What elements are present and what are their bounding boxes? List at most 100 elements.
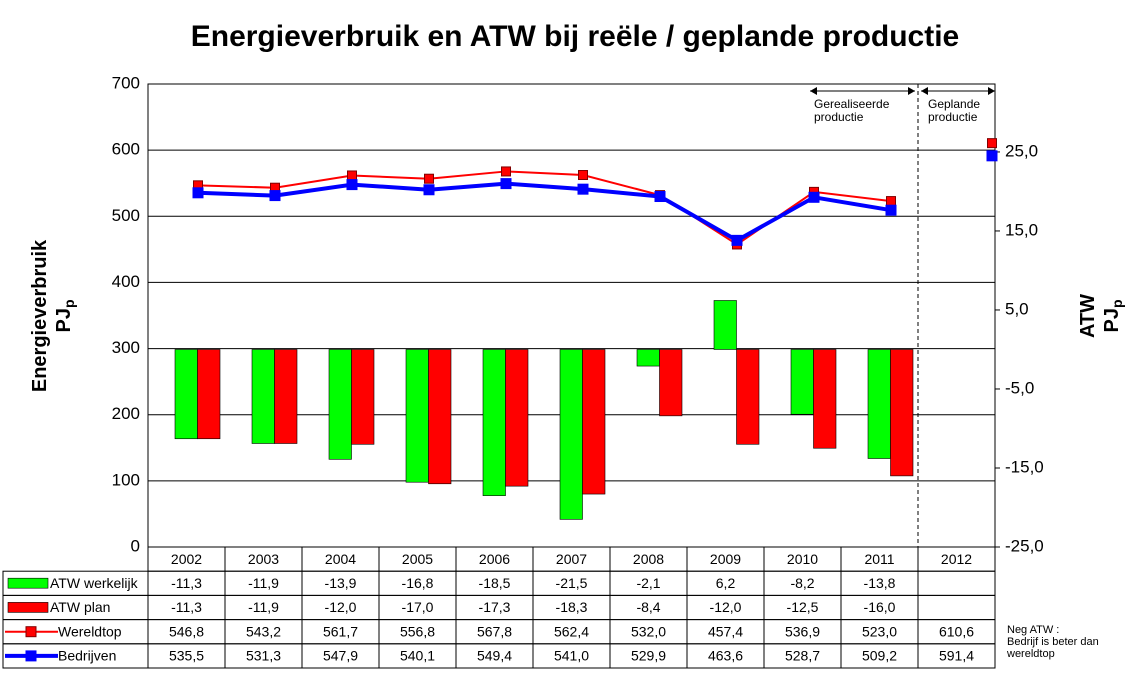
table-value: -11,3 xyxy=(171,599,202,615)
x-tick-label: 2008 xyxy=(633,551,664,567)
x-tick-label: 2003 xyxy=(248,551,279,567)
bar xyxy=(559,349,583,520)
marker xyxy=(269,190,281,202)
annotation-box: Gerealiseerde productie xyxy=(814,98,890,124)
bar xyxy=(736,349,760,445)
y2-tick-label: -25,0 xyxy=(1005,536,1044,555)
x-tick-label: 2011 xyxy=(864,551,894,567)
table-value: -21,5 xyxy=(556,575,588,591)
y-tick-label: 0 xyxy=(131,536,140,555)
table-value: 463,6 xyxy=(708,648,743,664)
axis-label-line: Energieverbruik xyxy=(29,239,51,392)
table-value: 567,8 xyxy=(477,623,512,639)
table-value: 536,9 xyxy=(785,623,820,639)
annotation-box: Geplande productie xyxy=(928,98,981,124)
legend-label: ATW plan xyxy=(50,599,110,615)
marker xyxy=(987,138,997,149)
table-value: -17,3 xyxy=(479,599,511,615)
y2-tick-label: -5,0 xyxy=(1005,378,1034,397)
legend-label: Bedrijven xyxy=(58,648,116,664)
table-value: 546,8 xyxy=(169,623,204,639)
table-value: 591,4 xyxy=(939,648,974,664)
table-value: -18,3 xyxy=(556,599,588,615)
table-value: 556,8 xyxy=(400,623,435,639)
table-value: -13,9 xyxy=(325,575,357,591)
x-tick-label: 2010 xyxy=(787,551,818,567)
legend-label: Wereldtop xyxy=(58,623,122,639)
y-tick-label: 700 xyxy=(112,73,140,92)
note: Neg ATW : xyxy=(1007,624,1059,636)
arrow-head xyxy=(810,87,817,95)
axis-label-unit: PJ xyxy=(1101,308,1123,332)
y2-tick-label: 5,0 xyxy=(1005,299,1029,318)
table-value: -11,3 xyxy=(171,575,202,591)
line xyxy=(197,170,892,246)
y-tick-label: 500 xyxy=(112,206,140,225)
marker xyxy=(192,187,204,199)
axis-label-sub: p xyxy=(1109,299,1125,308)
legend-swatch xyxy=(7,577,49,589)
bar xyxy=(582,349,606,495)
table-value: -2,1 xyxy=(636,575,660,591)
table-value: 543,2 xyxy=(246,623,281,639)
table-value: -12,0 xyxy=(325,599,357,615)
table-value: -16,0 xyxy=(864,599,896,615)
x-tick-label: 2005 xyxy=(402,551,433,567)
table-value: -11,9 xyxy=(248,599,279,615)
table-value: -11,9 xyxy=(248,575,279,591)
table-value: -16,8 xyxy=(402,575,434,591)
bar xyxy=(713,300,737,350)
bar xyxy=(890,349,914,477)
x-tick-label: 2012 xyxy=(941,551,972,567)
marker xyxy=(424,173,434,184)
bar xyxy=(405,349,429,483)
bar xyxy=(867,349,891,459)
marker xyxy=(500,178,512,190)
marker xyxy=(886,196,896,207)
table-value: 535,5 xyxy=(169,648,204,664)
bar xyxy=(251,349,275,444)
table-value: 531,3 xyxy=(246,648,281,664)
x-tick-label: 2007 xyxy=(556,551,587,567)
legend-marker xyxy=(25,626,37,638)
table-value: 532,0 xyxy=(631,623,666,639)
axis-label-sub: p xyxy=(61,299,77,308)
y-tick-label: 200 xyxy=(112,404,140,423)
marker xyxy=(501,166,511,177)
table-value: 549,4 xyxy=(477,648,512,664)
x-tick-label: 2002 xyxy=(171,551,202,567)
marker xyxy=(577,183,589,195)
bar xyxy=(351,349,375,445)
bar xyxy=(328,349,352,460)
marker xyxy=(346,179,358,191)
y2-tick-label: 25,0 xyxy=(1005,141,1038,160)
table-value: 541,0 xyxy=(554,648,589,664)
table-value: 528,7 xyxy=(785,648,820,664)
bar xyxy=(482,349,506,496)
bar xyxy=(428,349,452,485)
axis-label-unit: PJ xyxy=(53,308,75,332)
annotation: Geplande productie xyxy=(928,98,981,124)
note: wereldtop xyxy=(1006,648,1055,660)
marker xyxy=(578,170,588,181)
y-tick-label: 600 xyxy=(112,140,140,159)
table-value: 561,7 xyxy=(323,623,358,639)
axis-label: Energieverbruik PJp xyxy=(29,239,76,392)
bar xyxy=(636,349,660,367)
annotation: Gerealiseerde productie xyxy=(814,98,890,124)
legend-marker xyxy=(25,650,37,662)
axis-label-line: ATW xyxy=(1077,294,1099,338)
table-value: 457,4 xyxy=(708,623,743,639)
axis-label: ATW PJp xyxy=(1077,294,1124,338)
table-value: -12,0 xyxy=(710,599,742,615)
note: Bedrijf is beter dan xyxy=(1007,636,1099,648)
marker xyxy=(885,204,897,216)
bar xyxy=(505,349,529,487)
bar xyxy=(790,349,814,415)
x-tick-label: 2006 xyxy=(479,551,510,567)
legend-swatch xyxy=(7,602,49,613)
y-tick-label: 400 xyxy=(112,272,140,291)
bar xyxy=(659,349,683,417)
marker xyxy=(654,191,666,203)
